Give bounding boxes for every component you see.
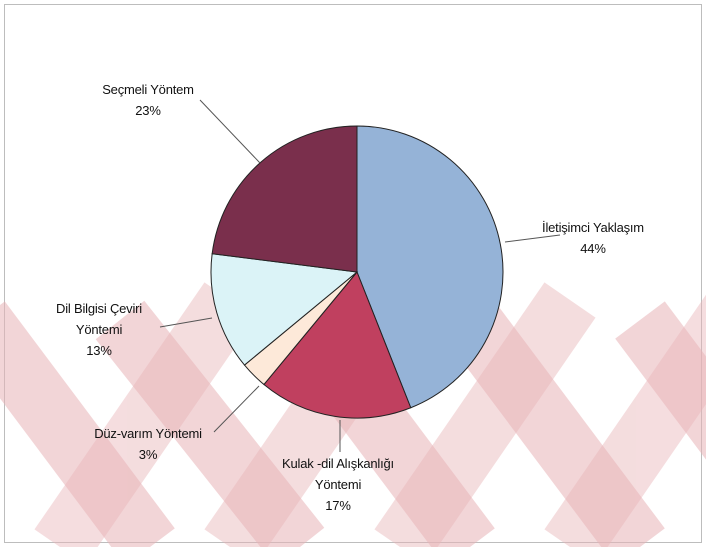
leader-line — [159, 317, 213, 328]
watermark-chevron — [445, 301, 665, 547]
leader-line — [213, 385, 260, 433]
slice-category-label: İletişimci Yaklaşım — [542, 220, 644, 235]
pie-slice — [356, 125, 504, 409]
watermark-chevron — [0, 301, 175, 547]
watermark-chevron — [34, 282, 256, 547]
slice-percent-label: 13% — [86, 343, 112, 358]
slice-category-label: Kulak -dil Alışkanlığı — [282, 456, 394, 471]
slice-percent-label: 3% — [139, 447, 158, 462]
pie-slice — [211, 125, 358, 273]
watermark-chevron — [374, 282, 596, 547]
pie-slice — [263, 271, 412, 419]
pie-slice — [210, 253, 359, 366]
slice-category-label: Dil Bilgisi Çeviri — [56, 301, 142, 316]
watermark-chevron — [544, 294, 706, 547]
slice-category-label: Düz-varım Yöntemi — [94, 426, 202, 441]
slice-category-label: Seçmeli Yöntem — [102, 82, 194, 97]
slice-category-label: Yöntemi — [315, 477, 362, 492]
slice-percent-label: 17% — [325, 498, 351, 513]
slice-percent-label: 44% — [580, 241, 606, 256]
watermark-chevron — [95, 300, 325, 547]
watermark-chevron — [615, 301, 706, 460]
slice-category-label: Yöntemi — [76, 322, 123, 337]
slice-percent-label: 23% — [135, 103, 161, 118]
leader-line — [504, 234, 561, 243]
leader-line — [199, 99, 261, 164]
